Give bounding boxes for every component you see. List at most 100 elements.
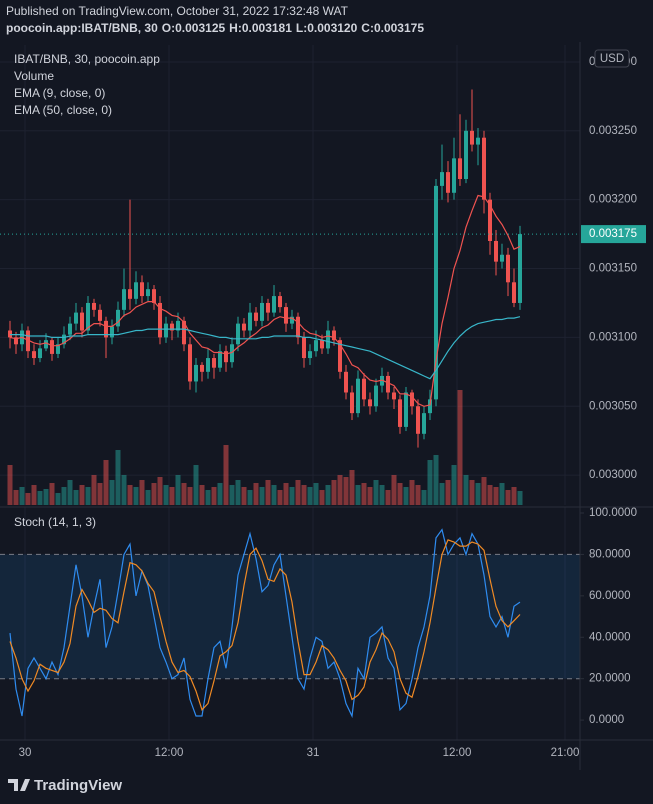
candle-body	[260, 302, 265, 321]
candle-body	[158, 302, 163, 338]
candle-body	[374, 385, 379, 407]
candle-body	[506, 254, 511, 283]
volume-bar	[109, 480, 115, 505]
candle-body	[320, 340, 325, 349]
volume-bar	[367, 487, 373, 505]
volume-bar	[79, 485, 85, 505]
volume-bar	[325, 485, 331, 505]
volume-bar	[61, 487, 67, 505]
volume-bar	[31, 485, 37, 505]
volume-bar	[187, 487, 193, 505]
volume-bar	[343, 477, 349, 505]
candle-body	[398, 399, 403, 427]
candle-body	[242, 323, 247, 331]
candle-body	[14, 337, 19, 345]
candle-body	[50, 340, 55, 354]
volume-bar	[133, 487, 139, 505]
candle-body	[212, 358, 217, 368]
candle-body	[122, 289, 127, 310]
volume-bar	[211, 487, 217, 505]
y-tick-label: 0.003200	[589, 194, 637, 206]
volume-bar	[37, 491, 43, 505]
x-tick-label: 21:00	[551, 747, 580, 759]
volume-bar	[157, 477, 163, 505]
candle-body	[326, 330, 331, 349]
y-tick-label: 0.003150	[589, 263, 637, 275]
ema-line	[9, 194, 521, 407]
candle-body	[98, 309, 103, 321]
volume-bar	[295, 480, 301, 505]
currency-box	[594, 49, 630, 68]
stoch-band	[0, 554, 580, 679]
logo-text: TradingView	[34, 777, 122, 794]
y-tick-label: 0.003100	[589, 331, 637, 343]
volume-bar	[463, 475, 469, 505]
volume-bar	[457, 390, 463, 505]
candle-body	[392, 392, 397, 400]
candle-body	[410, 392, 415, 407]
candle-body	[284, 307, 289, 324]
volume-bar	[415, 485, 421, 505]
y-tick-label: 20.0000	[589, 673, 631, 685]
volume-bar	[259, 487, 265, 505]
candle-body	[152, 289, 157, 303]
candle-body	[26, 330, 31, 352]
volume-bar	[199, 485, 205, 505]
tradingview-logo: TradingView	[8, 777, 122, 794]
candle-body	[80, 312, 85, 331]
candle-body	[296, 316, 301, 338]
y-tick-label: 40.0000	[589, 631, 631, 643]
volume-bar	[499, 483, 505, 505]
volume-bar	[283, 483, 289, 505]
candle-body	[518, 234, 522, 303]
candle-body	[32, 351, 37, 359]
x-tick-label: 12:00	[155, 747, 184, 759]
x-tick-label: 30	[19, 747, 32, 759]
last-price-box	[581, 225, 646, 244]
candle-body	[446, 172, 451, 193]
candle-body	[266, 302, 271, 313]
y-tick-label: 0.003250	[589, 125, 637, 137]
volume-bar	[445, 480, 451, 505]
candle-body	[314, 340, 319, 352]
symbol: poocoin.app:IBAT/BNB, 30	[6, 21, 158, 35]
volume-bar	[115, 450, 121, 505]
volume-bar	[493, 487, 499, 505]
candle-body	[416, 406, 421, 434]
last-price-label: 0.003175	[589, 228, 637, 240]
volume-bar	[241, 487, 247, 505]
candle-body	[476, 137, 481, 145]
volume-bar	[67, 480, 73, 505]
volume-bar	[163, 485, 169, 505]
candle-body	[200, 364, 205, 372]
volume-bar	[403, 487, 409, 505]
volume-bar	[439, 483, 445, 505]
candle-body	[440, 172, 445, 186]
candle-body	[362, 378, 367, 400]
volume-bar	[373, 480, 379, 505]
candle-body	[164, 323, 169, 338]
volume-bar	[181, 483, 187, 505]
volume-bar	[409, 480, 415, 505]
candle-body	[8, 330, 13, 338]
volume-bar	[7, 465, 13, 505]
y-tick-label: 60.0000	[589, 590, 631, 602]
volume-bar	[313, 483, 319, 505]
candle-body	[134, 282, 139, 299]
volume-bar	[223, 445, 229, 505]
volume-bar	[289, 487, 295, 505]
volume-bar	[517, 491, 523, 505]
low: L:0.003120	[296, 21, 358, 35]
ema-line	[10, 316, 521, 380]
volume-bar	[169, 487, 175, 505]
candle-body	[206, 358, 211, 372]
candle-body	[62, 334, 67, 345]
candle-body	[404, 392, 409, 427]
candle-body	[338, 340, 343, 372]
candle-body	[224, 351, 229, 363]
ema50-legend: EMA (50, close, 0)	[14, 103, 112, 117]
candle-body	[44, 340, 49, 349]
volume-bar	[151, 483, 157, 505]
candle-body	[428, 399, 433, 414]
volume-bar	[73, 490, 79, 505]
